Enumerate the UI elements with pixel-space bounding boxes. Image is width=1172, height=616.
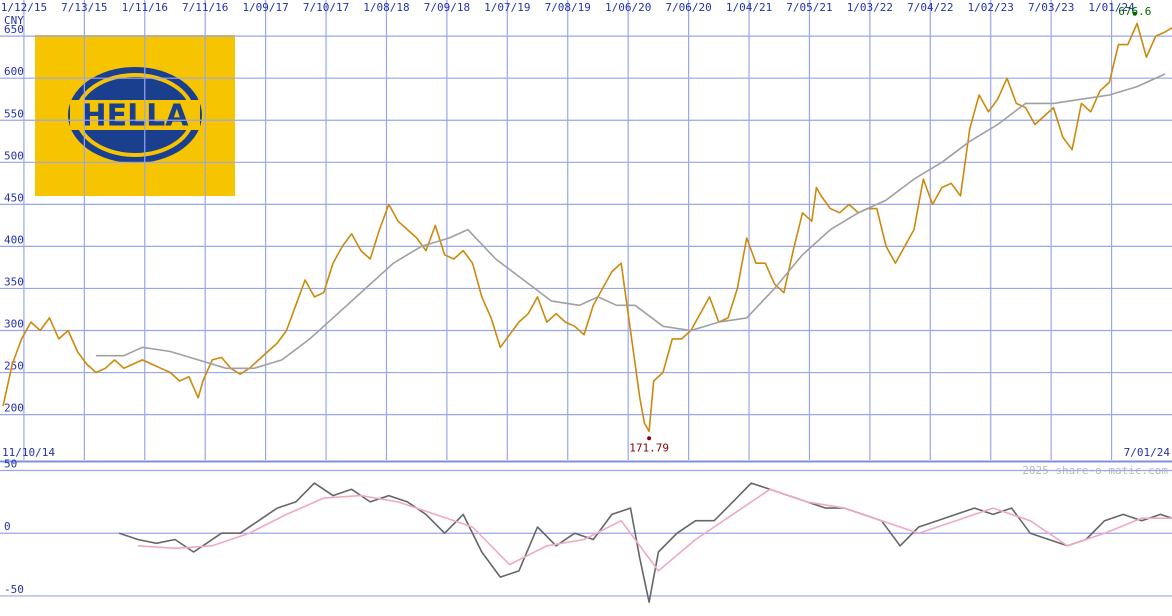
y-tick-label: 200: [4, 402, 24, 415]
x-end-label: 7/01/24: [1124, 446, 1171, 459]
y-tick-label: 300: [4, 317, 24, 330]
annotation-label: 171.79: [629, 441, 669, 454]
x-tick-label: 1/01/24: [1088, 1, 1135, 14]
x-tick-label: 7/11/16: [182, 1, 228, 14]
y-unit-label: CNY: [4, 14, 24, 27]
x-tick-label: 1/06/20: [605, 1, 651, 14]
x-tick-label: 1/03/22: [847, 1, 893, 14]
grid-layer: [0, 0, 1172, 597]
annotation-marker: [1132, 11, 1137, 16]
x-tick-label: 7/03/23: [1028, 1, 1074, 14]
series-line: [96, 73, 1166, 370]
y-tick-label: 0: [4, 520, 11, 533]
annotation-marker: [647, 436, 652, 441]
x-tick-label: 7/08/19: [545, 1, 591, 14]
y-tick-label: 550: [4, 107, 24, 120]
x-tick-label: 7/04/22: [907, 1, 953, 14]
x-tick-label: 1/02/23: [968, 1, 1014, 14]
x-tick-label: 7/10/17: [303, 1, 349, 14]
x-start-label: 11/10/14: [2, 446, 55, 459]
y-tick-label: 650: [4, 23, 24, 36]
series-line: [137, 488, 1172, 572]
x-tick-label: 1/11/16: [122, 1, 168, 14]
annotation-label: 676.6: [1118, 5, 1151, 18]
x-tick-label: 7/13/15: [61, 1, 107, 14]
logo-text: HELLA: [81, 99, 189, 134]
logo: HELLA: [35, 35, 235, 196]
x-tick-label: 1/08/18: [363, 1, 409, 14]
x-tick-label: 1/04/21: [726, 1, 772, 14]
x-tick-label: 1/07/19: [484, 1, 530, 14]
y-tick-label: 350: [4, 275, 24, 288]
y-tick-label: 50: [4, 458, 17, 471]
series-line: [2, 22, 1172, 433]
logo-band: [70, 100, 200, 130]
y-tick-label: 250: [4, 360, 24, 373]
x-tick-label: 7/06/20: [665, 1, 711, 14]
x-tick-label: 7/09/18: [424, 1, 470, 14]
x-tick-label: 7/05/21: [786, 1, 832, 14]
y-tick-label: 450: [4, 191, 24, 204]
y-tick-label: 600: [4, 65, 24, 78]
y-tick-label: 500: [4, 149, 24, 162]
x-tick-label: 1/12/15: [1, 1, 47, 14]
x-tick-label: 1/09/17: [242, 1, 288, 14]
y-tick-label: 400: [4, 233, 24, 246]
series-line: [118, 482, 1172, 603]
y-tick-label: -50: [4, 583, 24, 596]
